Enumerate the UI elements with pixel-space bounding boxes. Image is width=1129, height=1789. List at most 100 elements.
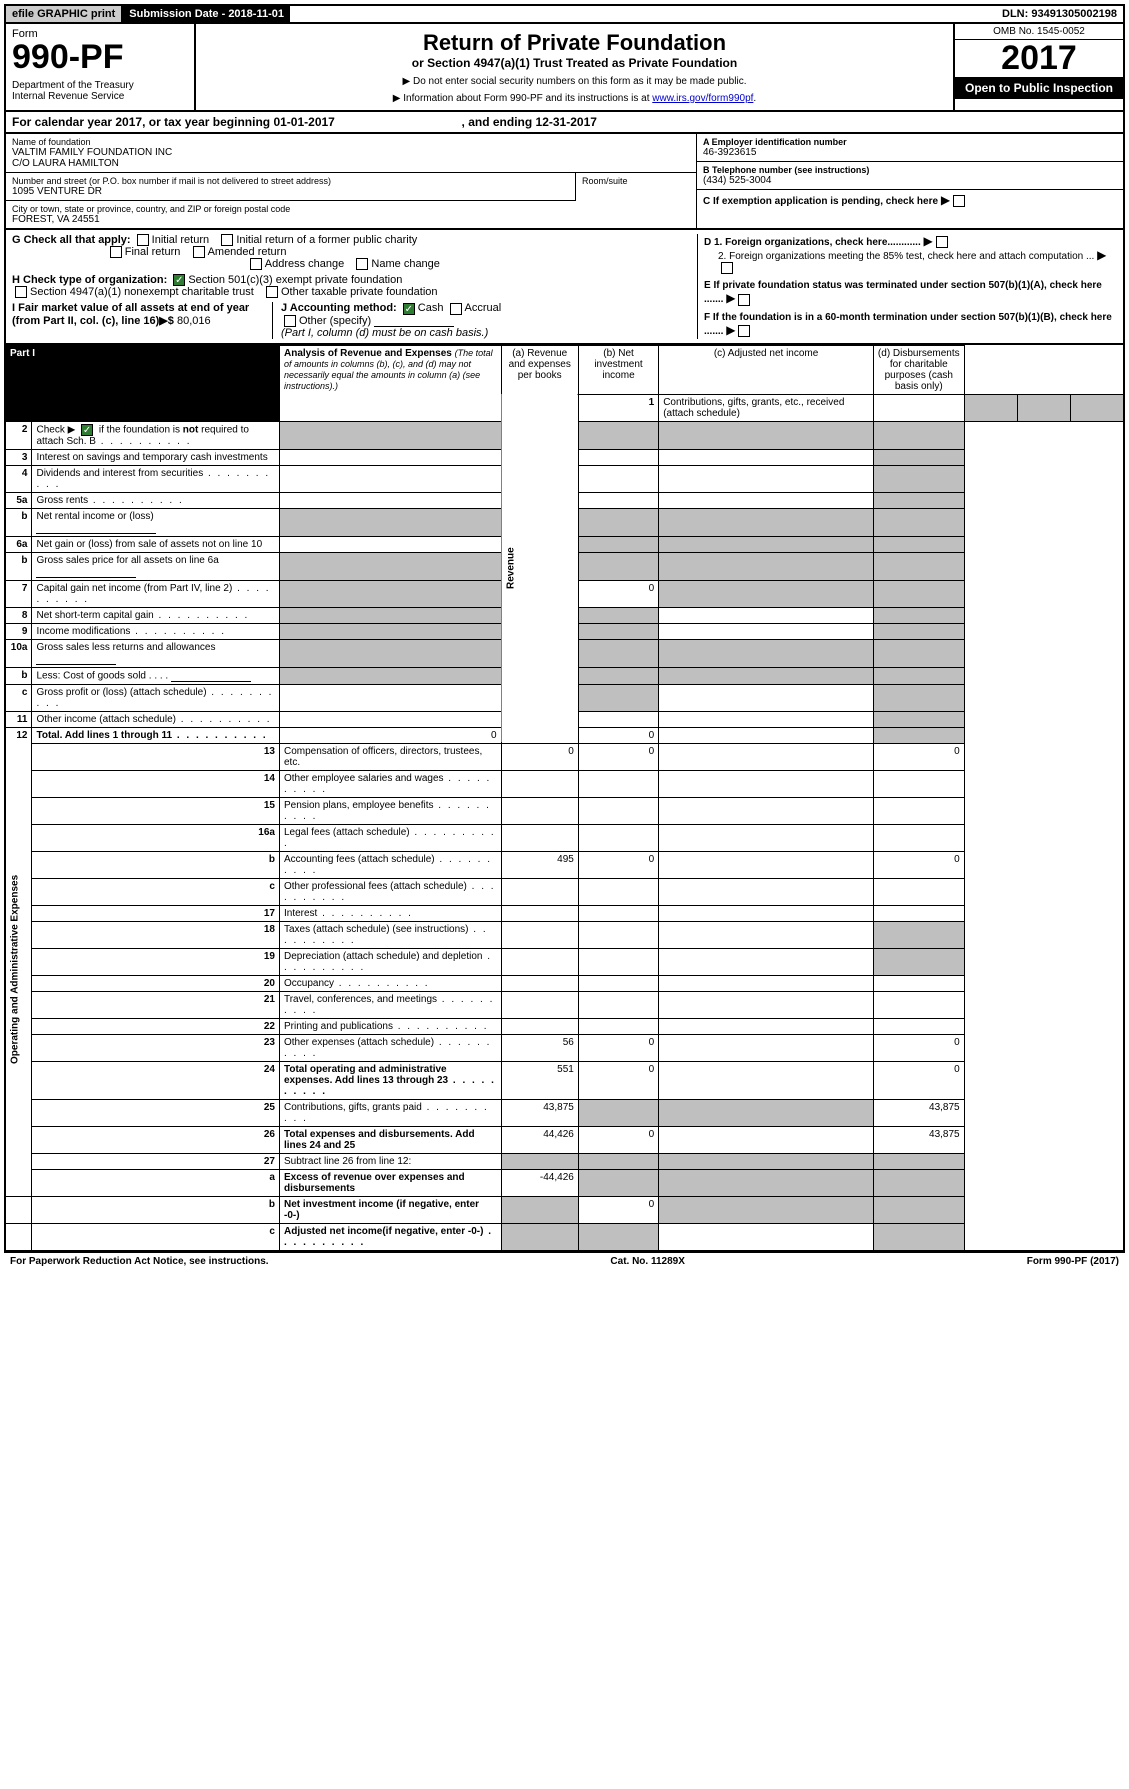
instr-2: ▶ Information about Form 990-PF and its … — [202, 93, 947, 104]
j-accrual-checkbox[interactable] — [450, 303, 462, 315]
val-27bb: 0 — [578, 1196, 658, 1223]
line-10a: Gross sales less returns and allowances — [32, 639, 280, 667]
side-revenue: Revenue — [501, 394, 578, 743]
form-subtitle: or Section 4947(a)(1) Trust Treated as P… — [202, 56, 947, 70]
c-label: C If exemption application is pending, c… — [703, 196, 938, 207]
d2-checkbox[interactable] — [721, 262, 733, 274]
addr-label: Number and street (or P.O. box number if… — [12, 176, 569, 186]
line-6b: Gross sales price for all assets on line… — [32, 552, 280, 580]
line-11: Other income (attach schedule) — [32, 711, 280, 727]
j-other-checkbox[interactable] — [284, 315, 296, 327]
line-7: Capital gain net income (from Part IV, l… — [32, 580, 280, 607]
omb-number: OMB No. 1545-0052 — [955, 24, 1123, 40]
line-6a: Net gain or (loss) from sale of assets n… — [32, 536, 280, 552]
line-27b: Net investment income (if negative, ente… — [279, 1196, 501, 1223]
line-2-checkbox[interactable] — [81, 424, 93, 436]
val-7b: 0 — [578, 580, 658, 607]
line-27a: Excess of revenue over expenses and disb… — [279, 1169, 501, 1196]
val-25d: 43,875 — [873, 1099, 964, 1126]
form-header: Form 990-PF Department of the Treasury I… — [4, 24, 1125, 112]
line-18: Taxes (attach schedule) (see instruction… — [279, 921, 501, 948]
c-checkbox[interactable] — [953, 195, 965, 207]
line-16c: Other professional fees (attach schedule… — [279, 878, 501, 905]
ein-label: A Employer identification number — [703, 137, 1117, 147]
col-b-head: (b) Net investment income — [578, 345, 658, 394]
line-10c: Gross profit or (loss) (attach schedule) — [32, 684, 280, 711]
j-note: (Part I, column (d) must be on cash basi… — [281, 327, 488, 339]
val-23a: 56 — [501, 1034, 578, 1061]
col-d-head: (d) Disbursements for charitable purpose… — [873, 345, 964, 394]
h-501c3-checkbox[interactable] — [173, 274, 185, 286]
f-checkbox[interactable] — [738, 325, 750, 337]
val-26d: 43,875 — [873, 1126, 964, 1153]
line-9: Income modifications — [32, 623, 280, 639]
line-12: Total. Add lines 1 through 11 — [32, 727, 280, 743]
g-final-return[interactable] — [110, 246, 122, 258]
g-initial-return[interactable] — [137, 234, 149, 246]
val-16bb: 0 — [578, 851, 658, 878]
line-5a: Gross rents — [32, 492, 280, 508]
form-number: 990-PF — [12, 40, 188, 74]
footer-mid: Cat. No. 11289X — [610, 1256, 684, 1267]
g-label: G Check all that apply: — [12, 234, 131, 246]
val-13d: 0 — [873, 743, 964, 770]
g-initial-former[interactable] — [221, 234, 233, 246]
line-27: Subtract line 26 from line 12: — [279, 1153, 501, 1169]
val-16bd: 0 — [873, 851, 964, 878]
efile-print-button[interactable]: efile GRAPHIC print — [6, 6, 123, 22]
val-24a: 551 — [501, 1061, 578, 1099]
f-label: F If the foundation is in a 60-month ter… — [704, 312, 1112, 337]
form-title: Return of Private Foundation — [202, 30, 947, 56]
line-20: Occupancy — [279, 975, 501, 991]
city-state-zip: FOREST, VA 24551 — [12, 214, 690, 225]
line-25: Contributions, gifts, grants paid — [279, 1099, 501, 1126]
col-a-head: (a) Revenue and expenses per books — [501, 345, 578, 394]
line-2: Check ▶ if the foundation is not require… — [32, 421, 280, 449]
dln-number: DLN: 93491305002198 — [996, 6, 1123, 22]
val-23b: 0 — [578, 1034, 658, 1061]
h-other-checkbox[interactable] — [266, 286, 278, 298]
line-23: Other expenses (attach schedule) — [279, 1034, 501, 1061]
e-label: E If private foundation status was termi… — [704, 280, 1102, 305]
d1-checkbox[interactable] — [936, 236, 948, 248]
val-26b: 0 — [578, 1126, 658, 1153]
h-4947-checkbox[interactable] — [15, 286, 27, 298]
val-12a: 0 — [279, 727, 501, 743]
e-checkbox[interactable] — [738, 294, 750, 306]
g-amended[interactable] — [193, 246, 205, 258]
j-label: J Accounting method: — [281, 302, 397, 314]
tax-year: 2017 — [955, 40, 1123, 77]
line-13: Compensation of officers, directors, tru… — [279, 743, 501, 770]
phone-value: (434) 525-3004 — [703, 175, 1117, 186]
open-public: Open to Public Inspection — [955, 77, 1123, 99]
g-name-change[interactable] — [356, 258, 368, 270]
ein-value: 46-3923615 — [703, 147, 1117, 158]
line-4: Dividends and interest from securities — [32, 465, 280, 492]
val-12b: 0 — [578, 727, 658, 743]
footer-left: For Paperwork Reduction Act Notice, see … — [10, 1256, 269, 1267]
val-25a: 43,875 — [501, 1099, 578, 1126]
h-label: H Check type of organization: — [12, 274, 167, 286]
i-value: 80,016 — [177, 315, 211, 327]
d1-label: D 1. Foreign organizations, check here..… — [704, 237, 921, 248]
line-15: Pension plans, employee benefits — [279, 797, 501, 824]
line-22: Printing and publications — [279, 1018, 501, 1034]
line-27c: Adjusted net income(if negative, enter -… — [279, 1223, 501, 1251]
instructions-link[interactable]: www.irs.gov/form990pf — [652, 93, 753, 104]
dept-treasury: Department of the Treasury Internal Reve… — [12, 80, 188, 102]
g-address-change[interactable] — [250, 258, 262, 270]
val-27aa: -44,426 — [501, 1169, 578, 1196]
part1-table: Part I Analysis of Revenue and Expenses … — [4, 345, 1125, 1252]
val-16ba: 495 — [501, 851, 578, 878]
line-16a: Legal fees (attach schedule) — [279, 824, 501, 851]
line-8: Net short-term capital gain — [32, 607, 280, 623]
val-24d: 0 — [873, 1061, 964, 1099]
instr-1: ▶ Do not enter social security numbers o… — [202, 76, 947, 87]
footer-right: Form 990-PF (2017) — [1027, 1256, 1119, 1267]
entity-info: Name of foundation VALTIM FAMILY FOUNDAT… — [4, 134, 1125, 230]
col-c-head: (c) Adjusted net income — [659, 345, 874, 394]
j-cash-checkbox[interactable] — [403, 303, 415, 315]
val-23d: 0 — [873, 1034, 964, 1061]
line-24: Total operating and administrative expen… — [279, 1061, 501, 1099]
street-address: 1095 VENTURE DR — [12, 186, 569, 197]
